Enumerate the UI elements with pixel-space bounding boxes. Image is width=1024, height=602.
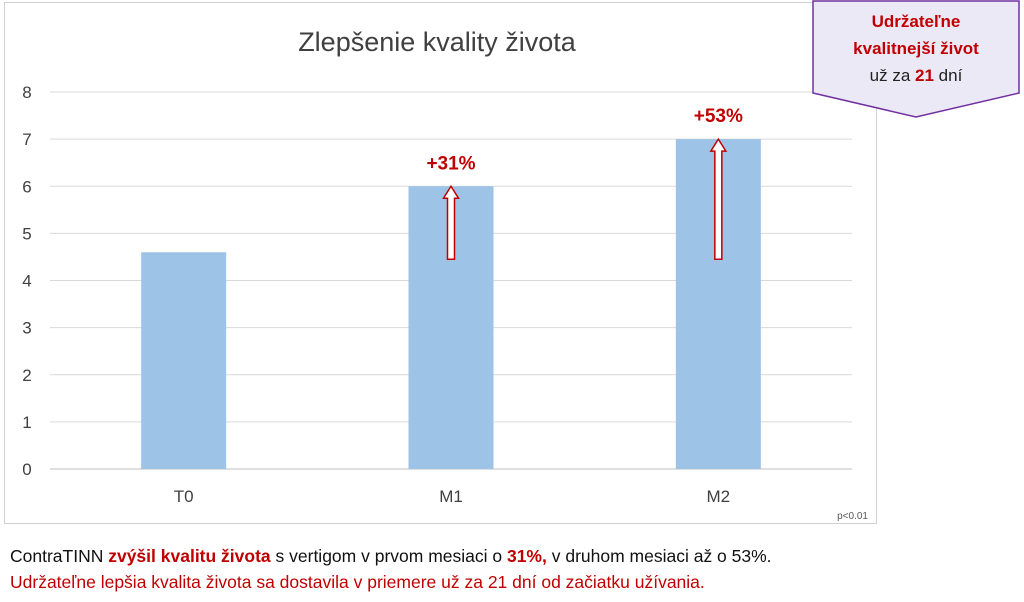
x-tick-label: T0 (174, 487, 194, 506)
caption-line2: Udržateľne lepšia kvalita života sa dost… (10, 572, 705, 592)
increase-label-m2: +53% (694, 106, 743, 127)
y-tick-label: 3 (22, 319, 31, 338)
callout-line3: už za 21 dní (812, 62, 1020, 89)
y-tick-label: 6 (22, 177, 31, 196)
caption-text-end: v druhom mesiaci až o 53%. (546, 546, 772, 566)
callout-line3-suffix: dní (933, 66, 963, 85)
y-tick-label: 8 (22, 83, 31, 102)
chart-title: Zlepšenie kvality života (298, 27, 577, 57)
caption-percent: 31%, (506, 546, 547, 566)
caption-brand: ContraTINN (10, 546, 109, 566)
callout-line3-prefix: už za (869, 66, 916, 85)
y-tick-label: 4 (22, 272, 31, 291)
bar-chart: Zlepšenie kvality života 0 1 2 3 4 5 6 7 8 T0 M1 M… (22, 27, 868, 522)
increase-arrow-m2 (709, 137, 728, 261)
caption: ContraTINN zvýšil kvalitu života s verti… (10, 543, 1020, 595)
caption-line1: ContraTINN zvýšil kvalitu života s verti… (10, 543, 1020, 569)
y-tick-label: 2 (22, 366, 31, 385)
caption-highlight: zvýšil kvalitu života (108, 546, 271, 566)
y-tick-label: 0 (22, 460, 31, 479)
y-tick-label: 7 (22, 130, 31, 149)
increase-arrow-m1 (442, 184, 460, 261)
callout-shape (812, 0, 1020, 118)
callout-line2: kvalitnejší život (853, 39, 979, 58)
y-tick-label: 5 (22, 224, 31, 243)
callout-text: Udržateľne kvalitnejší život už za 21 dn… (812, 8, 1020, 89)
callout-line1: Udržateľne (871, 12, 961, 31)
callout-banner: Udržateľne kvalitnejší život už za 21 dn… (812, 0, 1020, 120)
x-tick-label: M1 (439, 487, 463, 506)
x-tick-label: M2 (707, 487, 731, 506)
bar-t0 (141, 252, 227, 469)
callout-days-number: 21 (915, 66, 934, 85)
footnote: p<0.01 (837, 511, 868, 522)
increase-label-m1: +31% (426, 153, 475, 174)
y-tick-label: 1 (22, 413, 31, 432)
caption-text: s vertigom v prvom mesiaci o (270, 546, 507, 566)
